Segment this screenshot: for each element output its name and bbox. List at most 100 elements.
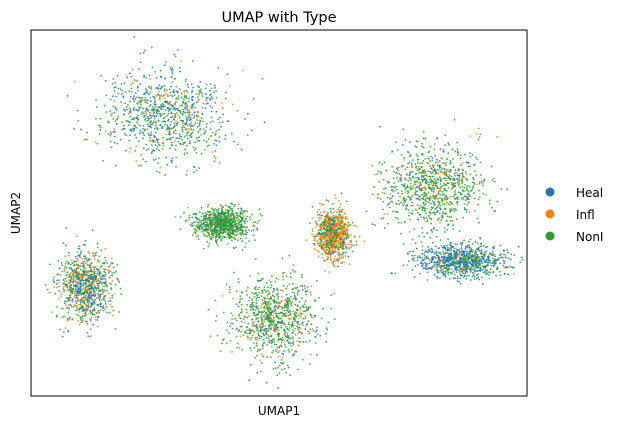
point-noni bbox=[413, 193, 416, 196]
point-heal bbox=[174, 113, 176, 115]
point-infl bbox=[80, 278, 83, 281]
point-heal bbox=[215, 144, 218, 147]
point-noni bbox=[452, 228, 454, 230]
point-noni bbox=[85, 258, 87, 261]
point-heal bbox=[58, 279, 60, 282]
point-heal bbox=[137, 96, 140, 99]
point-noni bbox=[429, 212, 432, 215]
point-noni bbox=[261, 347, 264, 350]
point-heal bbox=[220, 211, 223, 214]
point-infl bbox=[277, 278, 280, 281]
point-noni bbox=[325, 327, 328, 330]
point-noni bbox=[139, 124, 142, 127]
point-noni bbox=[414, 187, 417, 190]
point-noni bbox=[91, 273, 93, 276]
point-noni bbox=[386, 180, 389, 183]
point-noni bbox=[200, 117, 203, 120]
point-heal bbox=[171, 95, 174, 98]
point-heal bbox=[417, 178, 420, 181]
point-heal bbox=[290, 304, 293, 307]
point-infl bbox=[87, 250, 90, 253]
point-noni bbox=[395, 141, 397, 144]
point-infl bbox=[478, 127, 481, 130]
point-infl bbox=[426, 207, 429, 210]
point-noni bbox=[86, 274, 89, 276]
point-noni bbox=[61, 264, 63, 266]
point-infl bbox=[78, 323, 81, 326]
point-heal bbox=[418, 213, 421, 216]
point-infl bbox=[332, 249, 335, 252]
point-noni bbox=[165, 115, 168, 118]
point-heal bbox=[464, 208, 466, 211]
point-heal bbox=[100, 305, 103, 308]
point-noni bbox=[170, 127, 173, 130]
point-noni bbox=[158, 98, 161, 101]
point-heal bbox=[148, 74, 151, 77]
point-noni bbox=[469, 195, 471, 198]
point-heal bbox=[430, 167, 432, 170]
point-infl bbox=[430, 182, 433, 185]
point-heal bbox=[115, 270, 117, 273]
point-heal bbox=[445, 195, 448, 198]
point-noni bbox=[114, 135, 116, 138]
point-noni bbox=[103, 261, 106, 264]
point-heal bbox=[448, 174, 451, 177]
point-infl bbox=[96, 312, 98, 315]
point-heal bbox=[101, 299, 103, 301]
point-noni bbox=[65, 274, 68, 277]
point-noni bbox=[295, 287, 297, 290]
point-noni bbox=[217, 118, 219, 121]
point-heal bbox=[406, 186, 409, 188]
point-noni bbox=[142, 52, 145, 54]
point-noni bbox=[195, 137, 198, 140]
point-noni bbox=[196, 110, 199, 113]
point-heal bbox=[124, 102, 127, 105]
point-noni bbox=[226, 225, 228, 228]
point-noni bbox=[237, 278, 240, 280]
point-noni bbox=[253, 314, 256, 317]
point-noni bbox=[420, 188, 423, 191]
point-noni bbox=[428, 184, 430, 186]
point-noni bbox=[258, 337, 261, 340]
point-noni bbox=[436, 161, 439, 163]
point-noni bbox=[258, 310, 261, 313]
point-noni bbox=[231, 209, 234, 212]
point-heal bbox=[92, 293, 95, 296]
point-heal bbox=[446, 182, 449, 185]
point-noni bbox=[69, 273, 72, 276]
point-noni bbox=[274, 361, 277, 364]
point-noni bbox=[105, 303, 107, 305]
point-heal bbox=[264, 327, 267, 330]
point-infl bbox=[468, 211, 471, 213]
point-noni bbox=[200, 230, 203, 233]
point-noni bbox=[272, 299, 275, 302]
point-noni bbox=[424, 188, 426, 191]
point-heal bbox=[299, 307, 302, 309]
point-heal bbox=[172, 89, 175, 91]
point-heal bbox=[260, 335, 263, 338]
point-noni bbox=[237, 233, 239, 236]
point-infl bbox=[64, 255, 67, 258]
point-heal bbox=[195, 152, 198, 154]
point-infl bbox=[109, 297, 111, 300]
point-noni bbox=[215, 130, 218, 132]
point-noni bbox=[414, 242, 417, 245]
point-heal bbox=[408, 196, 411, 199]
point-noni bbox=[479, 161, 482, 164]
point-infl bbox=[70, 271, 72, 274]
point-heal bbox=[272, 291, 274, 293]
point-heal bbox=[138, 68, 140, 70]
point-infl bbox=[113, 293, 116, 295]
point-noni bbox=[216, 244, 219, 247]
point-noni bbox=[275, 301, 278, 303]
point-noni bbox=[224, 218, 227, 221]
point-noni bbox=[67, 312, 70, 314]
point-noni bbox=[228, 206, 231, 209]
point-noni bbox=[226, 233, 229, 236]
point-heal bbox=[249, 363, 252, 366]
point-noni bbox=[82, 243, 85, 246]
point-noni bbox=[148, 134, 150, 136]
point-noni bbox=[411, 238, 414, 241]
point-heal bbox=[254, 286, 257, 289]
point-heal bbox=[79, 288, 82, 290]
